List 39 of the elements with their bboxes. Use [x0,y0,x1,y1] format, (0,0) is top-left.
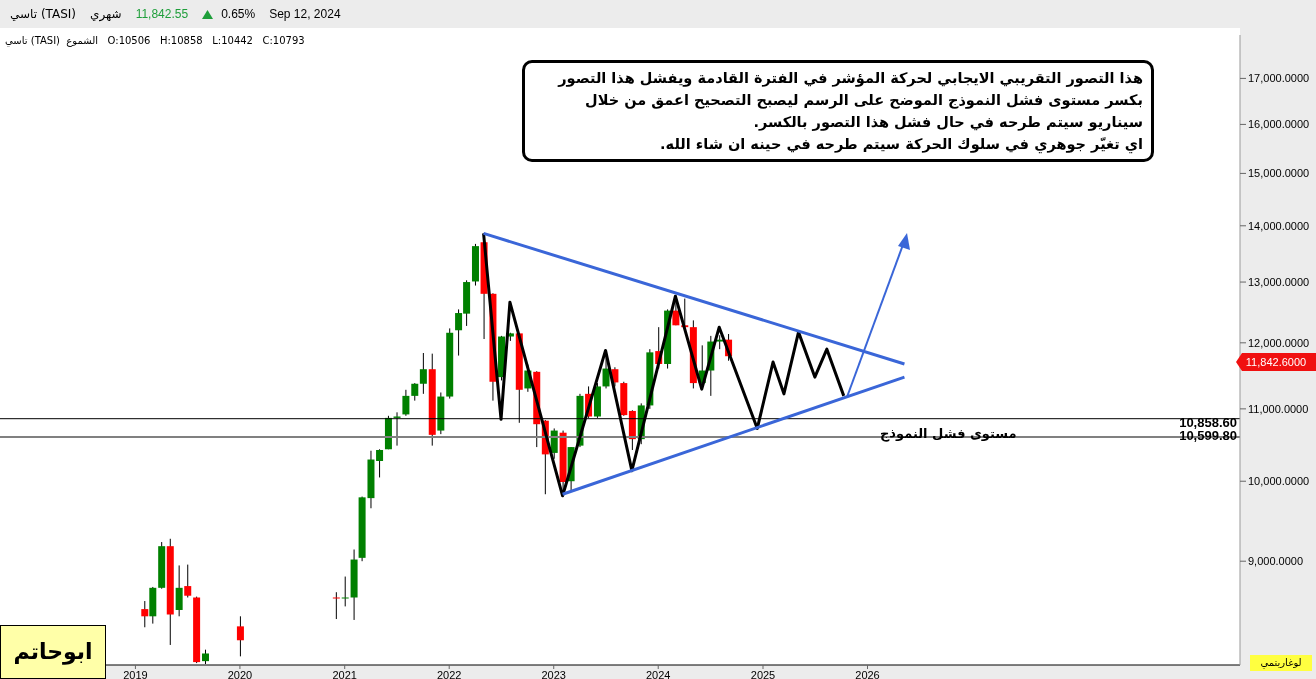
y-tick-label: 16,000.0000 [1248,118,1310,131]
candlestick [341,576,349,607]
annotation: مستوى فشل النموذج [880,426,1017,441]
x-tick-label: 2023 [541,668,566,679]
annotation: تاسي (TASI) الشموع O:10506 H:10858 L:10442 C:10793 [5,35,305,46]
text: 11,842.55 [135,7,189,21]
chart-title: تاسي (TASI) [10,7,77,21]
x-tick-label: 2025 [750,668,776,679]
y-tick-label: 13,000.0000 [1248,275,1310,288]
text: Sep 12, 2024 [269,7,341,21]
candlestick [402,389,410,417]
candlestick [236,615,244,657]
y-tick-label: 10,000.0000 [1248,475,1310,488]
text: لوغاريتمي [1250,655,1312,671]
y-tick-label: 12,000.0000 [1248,336,1310,349]
x-tick-label: 2026 [855,668,880,679]
y-tick-label: 17,000.0000 [1248,72,1310,85]
annotation: ابوحاتم [0,625,106,679]
x-tick-label: 2024 [645,668,671,679]
annotation: هذا التصور التقريبي الايجابي لحركة المؤشر في الفترة القادمة ويفشل هذا التصور بكسر مستوى فشل النموذج الموضح على الرسم ليصبح التصحيح اعمق من خلال سيناريو سيتم طرحه في حال فشل هذا التصور بالكسر. اي تغيّر جوهري في سلوك الحركة سيتم طرحه في حينه ان شاء الله. [522,60,1154,162]
y-tick-label: 9,000.0000 [1248,555,1304,568]
y-tick-label: 11,000.0000 [1248,402,1309,415]
x-tick-label: 2022 [436,668,462,679]
x-tick-label: 2021 [332,668,357,679]
text: 0.65% [221,7,256,21]
x-tick-label: 2019 [123,668,148,679]
candlestick [419,352,427,395]
y-tick-label: 14,000.0000 [1248,219,1310,232]
x-tick-label: 2020 [227,668,253,679]
candlestick [141,600,149,628]
ref-line-label: 10,599.80 [1179,428,1237,444]
chart-subtitle: شهري [90,7,122,21]
candlestick [175,564,183,617]
ref-line-label: 10,858.60 [1179,414,1237,430]
candlestick [184,564,192,598]
text: 11,842.6000 [1236,353,1316,371]
y-tick-label: 15,000.0000 [1248,167,1310,180]
candlestick [376,448,384,478]
candlestick [332,591,340,620]
